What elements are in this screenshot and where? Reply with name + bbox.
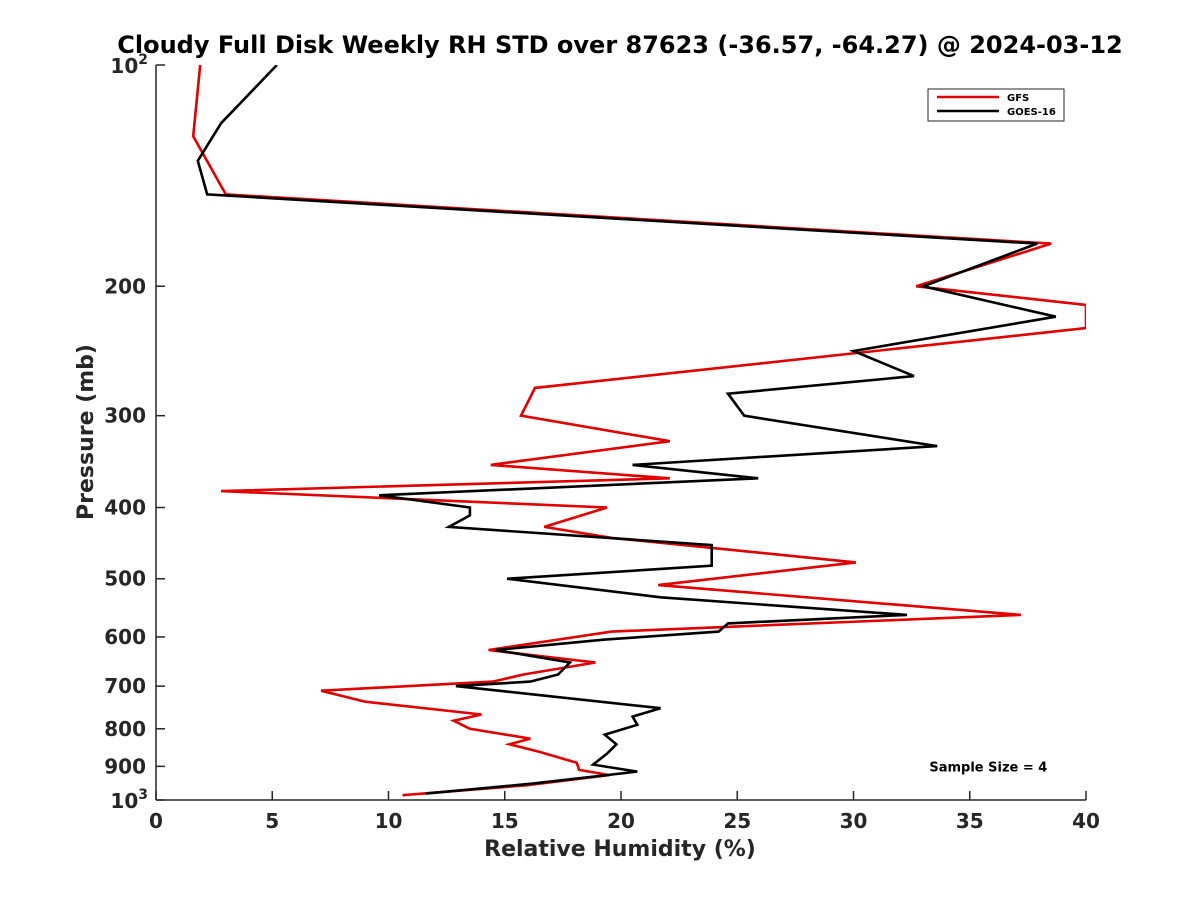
- x-tick-label: 30: [840, 809, 868, 833]
- chart-title: Cloudy Full Disk Weekly RH STD over 8762…: [117, 31, 1123, 59]
- plot-series: [191, 65, 1086, 797]
- x-tick-label: 0: [149, 809, 163, 833]
- y-tick-label: 500: [104, 567, 146, 591]
- x-tick-label: 35: [956, 809, 984, 833]
- x-tick-label: 15: [491, 809, 519, 833]
- y-tick-label: 700: [104, 674, 146, 698]
- y-tick-label: 102: [110, 52, 148, 78]
- x-tick-label: 5: [265, 809, 279, 833]
- y-tick-label: 600: [104, 625, 146, 649]
- x-axis-label: Relative Humidity (%): [484, 837, 756, 862]
- series-line-gfs: [191, 65, 1086, 797]
- legend-label: GFS: [1007, 93, 1029, 104]
- annotations: Sample Size = 4: [929, 760, 1047, 775]
- legend-box: [927, 88, 1065, 122]
- y-tick-label: 300: [104, 404, 146, 428]
- x-tick-label: 10: [375, 809, 403, 833]
- x-tick-label: 40: [1072, 809, 1100, 833]
- x-tick-label: 20: [607, 809, 635, 833]
- y-tick-label: 800: [104, 717, 146, 741]
- sample-size-annotation: Sample Size = 4: [929, 760, 1047, 775]
- legend-label: GOES-16: [1007, 107, 1056, 118]
- y-axis-label: Pressure (mb): [74, 344, 99, 520]
- plot-ticks: 0 5 10 15 20 25 30 35 40 102 200 300 400 500 600 700 800…: [104, 52, 1100, 833]
- y-tick-label: 400: [104, 496, 146, 520]
- y-tick-label: 900: [104, 754, 146, 778]
- y-tick-label: 200: [104, 274, 146, 298]
- legend: GFS GOES-16: [927, 88, 1065, 122]
- series-line-goes-16: [196, 65, 1057, 795]
- x-tick-label: 25: [723, 809, 751, 833]
- y-tick-label: 103: [110, 787, 148, 813]
